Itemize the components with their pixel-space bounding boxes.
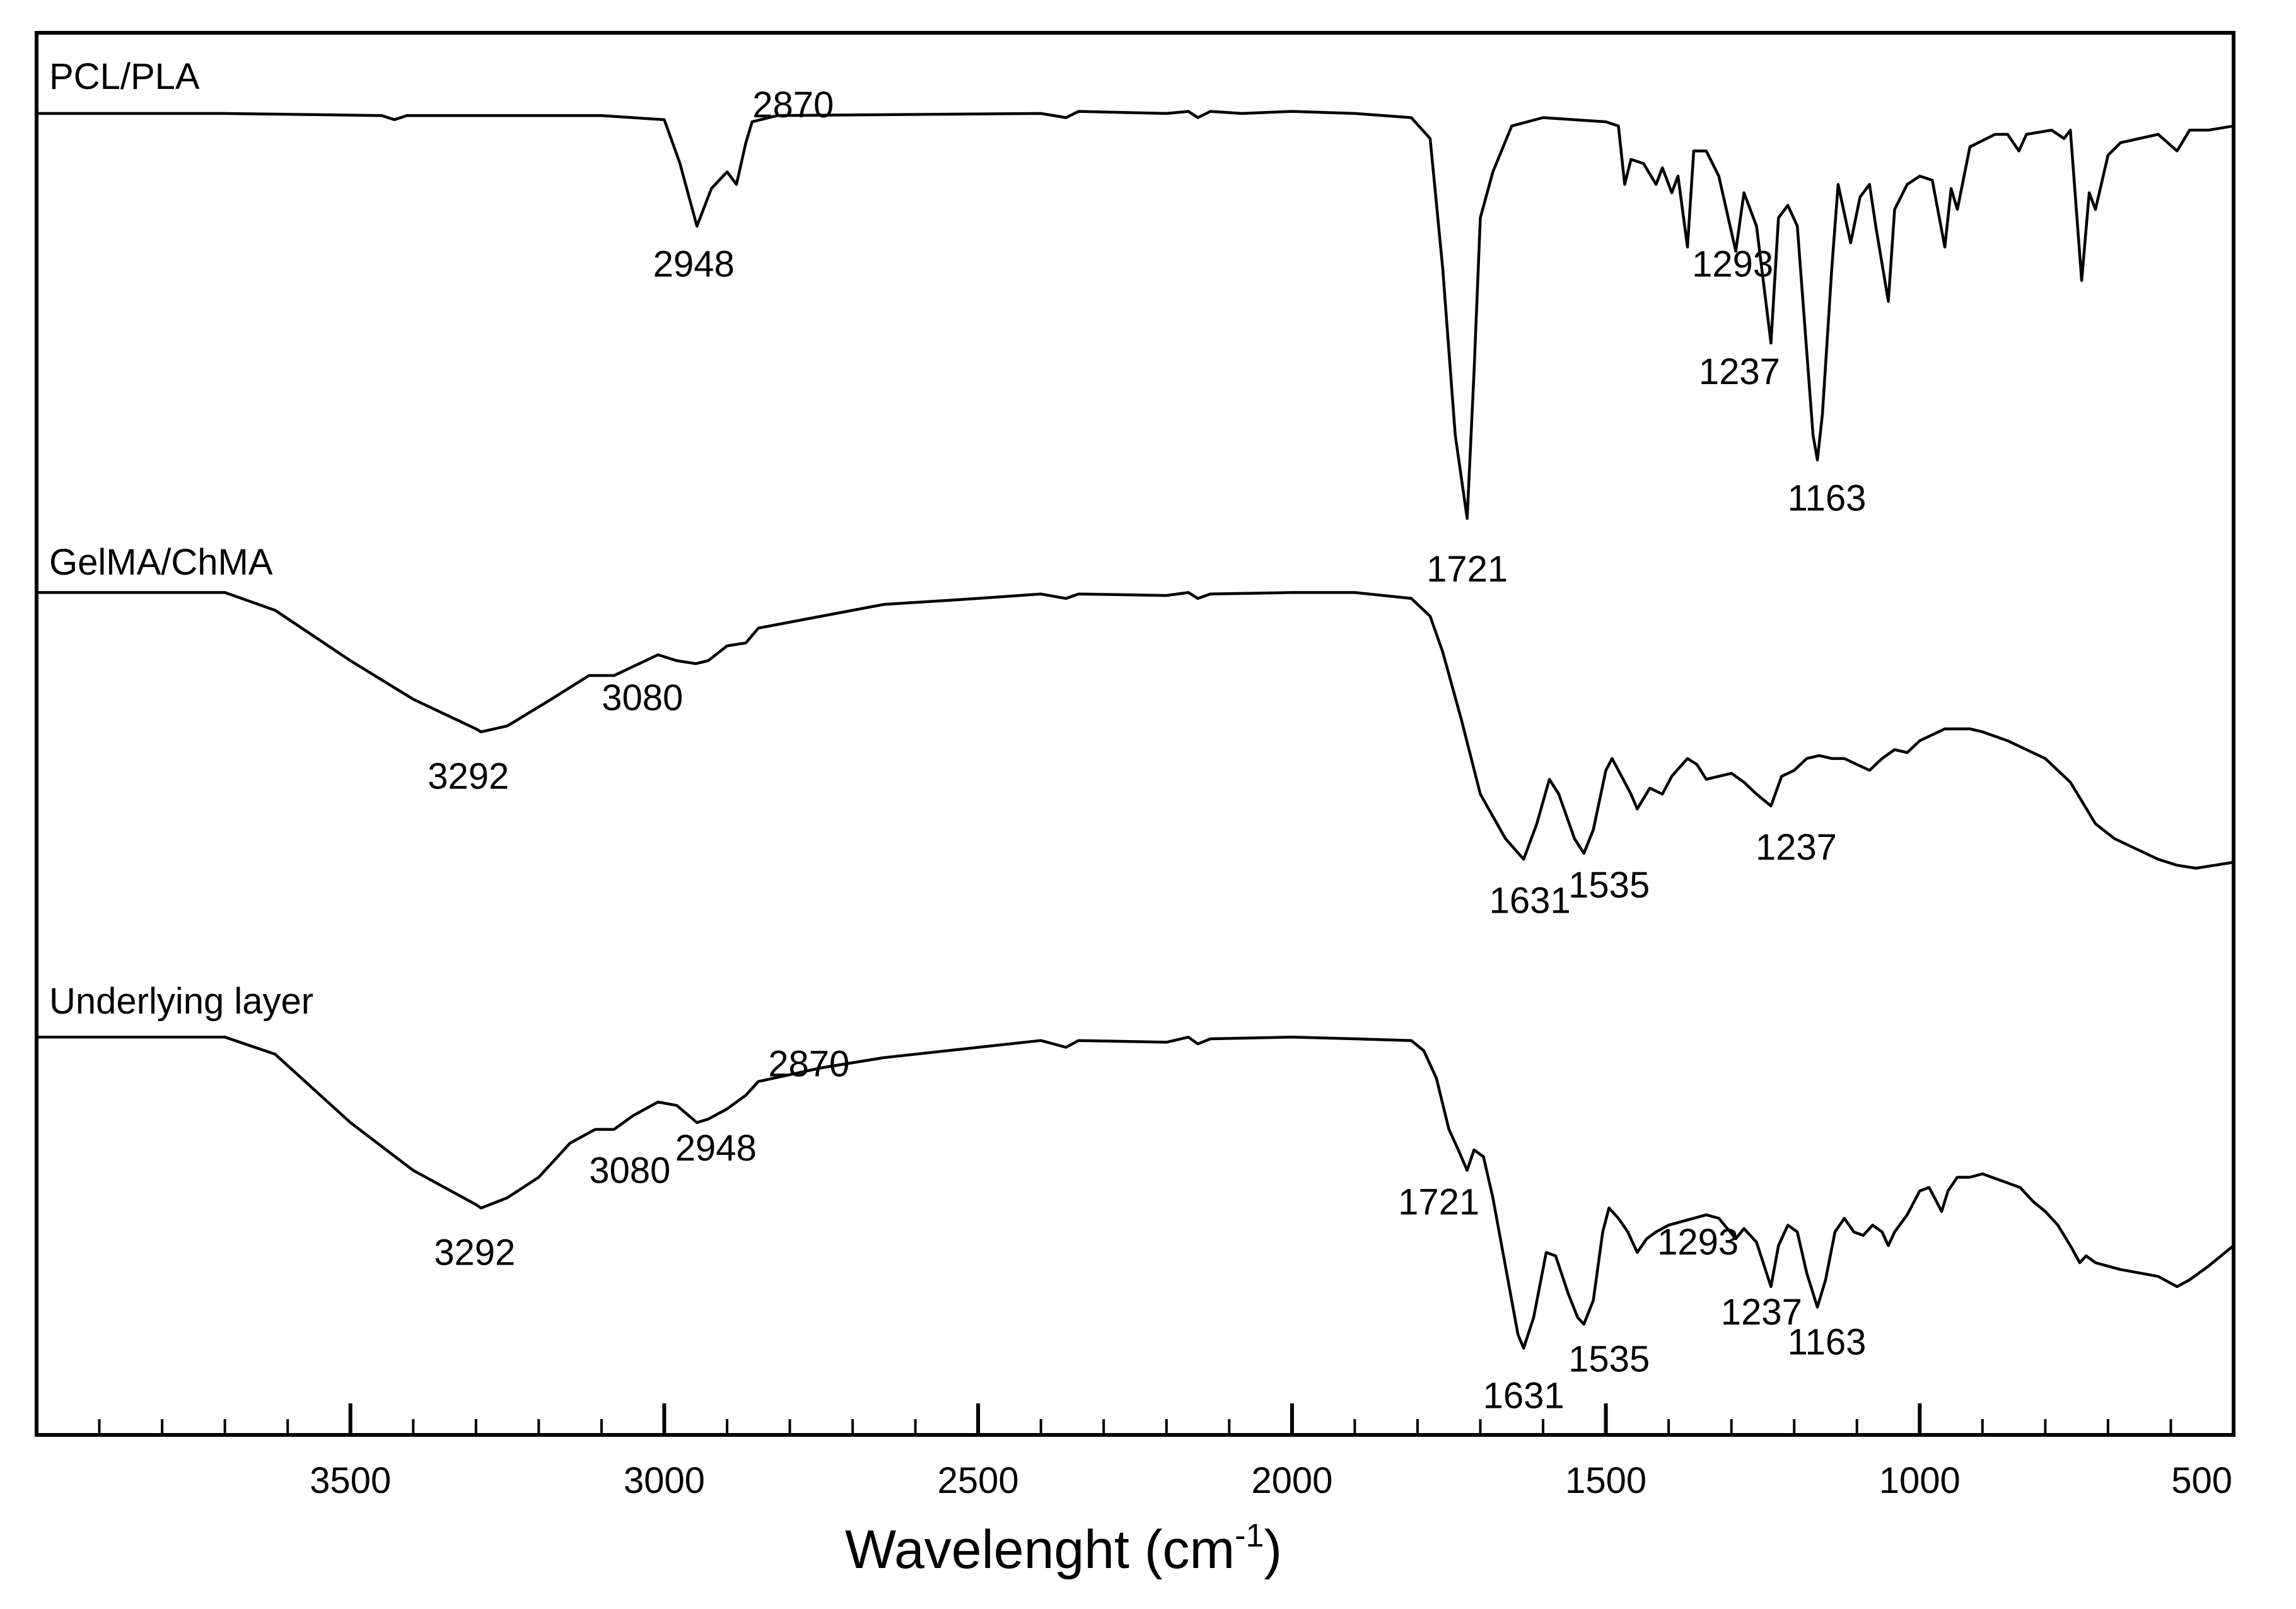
peak-label: 1237: [1756, 827, 1837, 868]
peak-label: 1721: [1426, 549, 1508, 590]
peak-label: 3080: [602, 677, 683, 718]
spectrum-line-3: [37, 1036, 2235, 1350]
peak-label: 1163: [1788, 1321, 1867, 1362]
peak-label: 1535: [1568, 1339, 1650, 1380]
x-tick-label: 1000: [1879, 1460, 1961, 1501]
series-layer: [37, 110, 2235, 1350]
x-tick-label: 500: [2171, 1460, 2232, 1501]
series-label-3: Underlying layer: [49, 981, 313, 1022]
x-axis-title-superscript: -1: [1235, 1518, 1264, 1554]
spectrum-line-2: [37, 591, 2234, 870]
spectrum-line-1: [37, 110, 2234, 520]
peak-label: 3080: [589, 1150, 670, 1191]
x-tick-label: 2500: [938, 1460, 1019, 1501]
peak-label: 1237: [1721, 1292, 1802, 1333]
peak-label: 2870: [768, 1043, 849, 1084]
x-tick-label: 2000: [1251, 1460, 1332, 1501]
peak-label: 2870: [752, 85, 834, 126]
plot-frame: [35, 31, 2235, 1437]
x-axis-title: Wavelenght (cm-1): [845, 1518, 1282, 1580]
peak-label: 1293: [1692, 243, 1773, 284]
peak-label: 1293: [1657, 1222, 1739, 1263]
x-tick-label: 3000: [624, 1460, 705, 1501]
peak-label: 1535: [1568, 865, 1650, 906]
peak-label: 2948: [653, 244, 735, 285]
peak-label: 3292: [434, 1232, 515, 1273]
peak-label: 1163: [1788, 477, 1867, 518]
x-axis-tick-labels: 3500 3000 2500 2000 1500 1000 500: [310, 1460, 2232, 1501]
x-axis-title-close: ): [1264, 1519, 1282, 1580]
x-axis-title-text: Wavelenght (cm: [845, 1519, 1235, 1580]
peak-label: 1237: [1699, 351, 1780, 392]
peak-label: 1631: [1483, 1376, 1565, 1417]
x-axis-ticks: [98, 1403, 2172, 1435]
x-tick-label: 3500: [310, 1460, 391, 1501]
series-label-2: GelMA/ChMA: [49, 542, 273, 583]
series-label-layer: PCL/PLA GelMA/ChMA Underlying layer: [49, 56, 313, 1022]
peak-label-layer: 2948287017211293123711633292308016311535…: [428, 85, 1866, 1416]
peak-label: 3292: [428, 756, 509, 797]
peak-label: 1631: [1489, 880, 1571, 921]
peak-label: 2948: [675, 1128, 757, 1169]
series-label-1: PCL/PLA: [49, 56, 200, 97]
x-tick-label: 1500: [1565, 1460, 1646, 1501]
peak-label: 1721: [1398, 1182, 1479, 1223]
